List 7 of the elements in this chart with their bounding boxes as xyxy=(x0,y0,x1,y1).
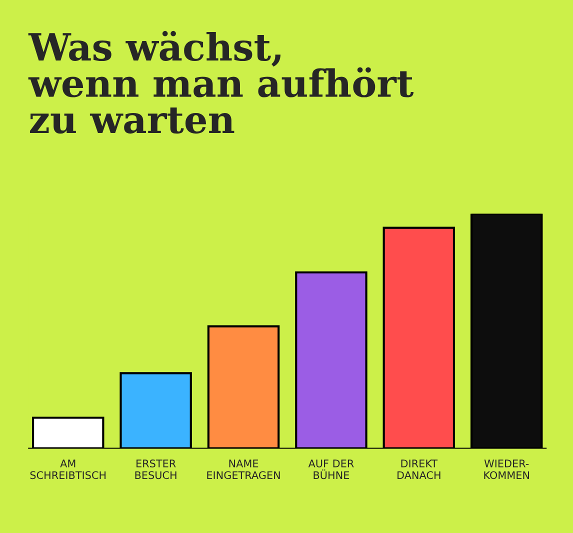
x-tick-label: ERSTER BESUCH xyxy=(135,460,176,480)
chart-title: Was wächst, wenn man aufhört zu warten xyxy=(28,30,414,134)
x-tick-label: WIEDER- KOMMEN xyxy=(484,460,529,480)
x-tick-label: DIREKT DANACH xyxy=(398,460,440,480)
x-tick-label: AUF DER BÜHNE xyxy=(308,460,354,480)
x-tick-label: AM SCHREIBTISCH xyxy=(30,460,106,480)
x-tick-label: NAME EINGETRAGEN xyxy=(207,460,280,480)
